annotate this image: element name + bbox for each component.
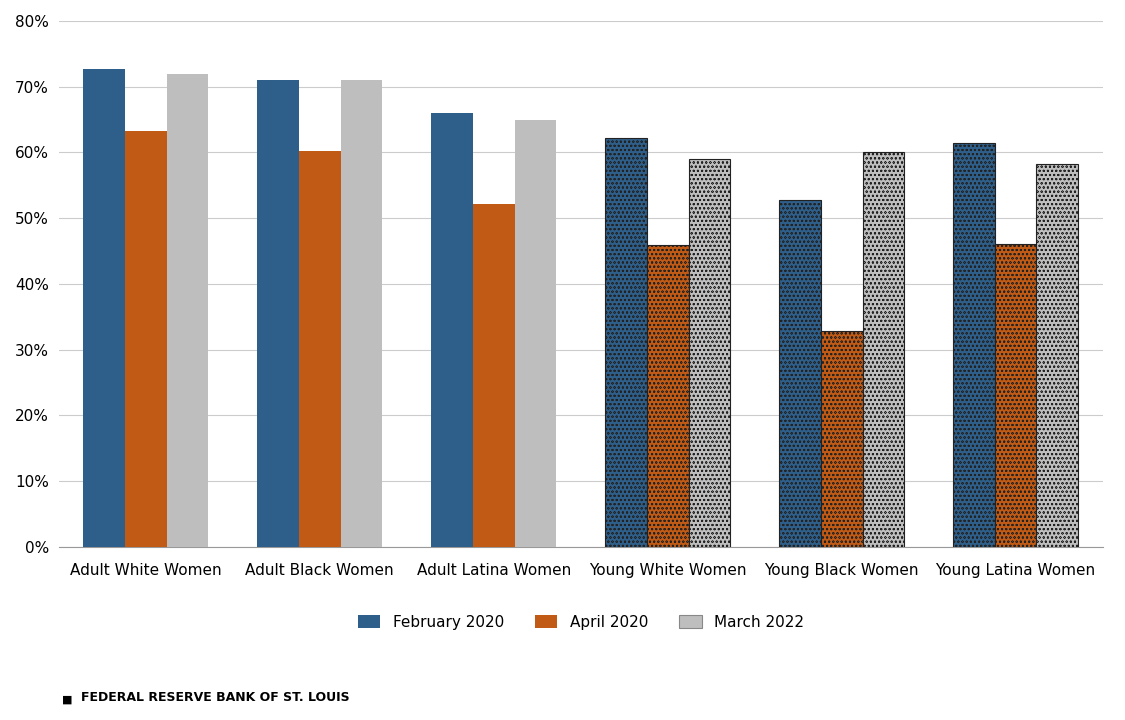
- Bar: [605, 138, 647, 546]
- Bar: [166, 73, 208, 546]
- Bar: [1036, 163, 1078, 546]
- Bar: [431, 113, 472, 546]
- Bar: [125, 132, 166, 546]
- Bar: [953, 143, 994, 546]
- Bar: [299, 151, 341, 546]
- Bar: [341, 80, 383, 546]
- Bar: [472, 204, 514, 546]
- Bar: [256, 80, 299, 546]
- Bar: [778, 199, 821, 546]
- Bar: [514, 120, 556, 546]
- Bar: [83, 69, 125, 546]
- Bar: [688, 159, 730, 546]
- Bar: [994, 245, 1036, 546]
- Text: ■: ■: [62, 694, 72, 704]
- Bar: [863, 152, 904, 546]
- Text: FEDERAL RESERVE BANK OF ST. LOUIS: FEDERAL RESERVE BANK OF ST. LOUIS: [81, 691, 350, 704]
- Bar: [647, 245, 688, 546]
- Bar: [821, 331, 863, 546]
- Legend: February 2020, April 2020, March 2022: February 2020, April 2020, March 2022: [350, 607, 811, 637]
